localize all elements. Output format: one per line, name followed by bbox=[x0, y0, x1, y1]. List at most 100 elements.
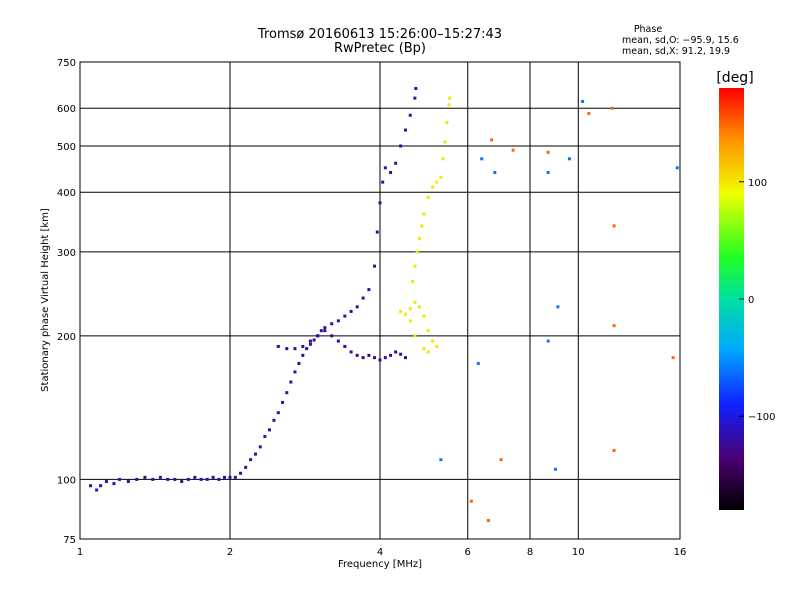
data-point bbox=[355, 305, 359, 309]
data-point bbox=[193, 475, 197, 479]
data-point bbox=[289, 380, 293, 384]
data-point bbox=[476, 361, 480, 365]
data-point bbox=[186, 477, 190, 481]
data-point bbox=[394, 350, 398, 354]
data-point bbox=[99, 484, 103, 488]
data-point bbox=[166, 477, 170, 481]
data-point bbox=[422, 212, 426, 216]
data-point bbox=[249, 458, 253, 462]
data-point bbox=[413, 300, 417, 304]
y-tick-label: 600 bbox=[57, 104, 76, 115]
data-point bbox=[233, 475, 237, 479]
data-point bbox=[435, 344, 439, 348]
data-point bbox=[480, 157, 484, 161]
data-point bbox=[375, 230, 379, 234]
data-point bbox=[486, 519, 490, 523]
data-point bbox=[323, 329, 327, 333]
data-point bbox=[383, 166, 387, 170]
data-point bbox=[383, 356, 387, 360]
data-point bbox=[413, 334, 417, 338]
chart-subtitle: RwPretec (Bp) bbox=[334, 41, 426, 56]
colorbar-tick-label: −100 bbox=[748, 412, 775, 423]
data-point bbox=[239, 471, 243, 475]
data-point bbox=[373, 264, 377, 268]
x-axis-ticks: 1 2 4 6 8 10 16 bbox=[77, 547, 687, 558]
x-axis-label: Frequency [MHz] bbox=[338, 559, 422, 570]
data-point bbox=[205, 477, 209, 481]
data-point bbox=[258, 445, 262, 449]
data-point bbox=[671, 356, 675, 360]
y-axis-ticks: 75 100 200 300 400 500 600 750 bbox=[57, 58, 76, 546]
data-point bbox=[567, 157, 571, 161]
data-point bbox=[408, 319, 412, 323]
data-point bbox=[199, 477, 203, 481]
data-point bbox=[361, 356, 365, 360]
data-point bbox=[228, 475, 232, 479]
data-point bbox=[104, 479, 108, 483]
data-point bbox=[435, 180, 439, 184]
colorbar-tick-label: 100 bbox=[748, 178, 767, 189]
data-point bbox=[173, 477, 177, 481]
data-point bbox=[373, 356, 377, 360]
x-tick-label: 6 bbox=[465, 547, 471, 558]
data-point bbox=[587, 111, 591, 115]
data-point bbox=[612, 224, 616, 228]
data-point bbox=[272, 418, 276, 422]
data-point bbox=[426, 350, 430, 354]
data-point bbox=[408, 113, 412, 117]
data-point bbox=[135, 477, 139, 481]
data-point bbox=[343, 314, 347, 318]
data-point bbox=[223, 475, 227, 479]
data-point bbox=[281, 400, 285, 404]
data-point bbox=[378, 358, 382, 362]
y-tick-label: 500 bbox=[57, 142, 76, 153]
data-point bbox=[349, 309, 353, 313]
data-point bbox=[417, 236, 421, 240]
x-tick-label: 1 bbox=[77, 547, 83, 558]
data-point bbox=[439, 458, 443, 462]
y-tick-label: 300 bbox=[57, 248, 76, 259]
data-point bbox=[305, 347, 309, 351]
data-point bbox=[389, 353, 393, 357]
data-point bbox=[443, 140, 447, 144]
data-point bbox=[143, 475, 147, 479]
data-point bbox=[612, 324, 616, 328]
data-point bbox=[367, 353, 371, 357]
data-point bbox=[610, 106, 614, 110]
data-point bbox=[293, 370, 297, 374]
stats-line-x: mean, sd,X: 91.2, 19.9 bbox=[622, 46, 730, 57]
colorbar-label: [deg] bbox=[716, 70, 753, 86]
data-point bbox=[490, 138, 494, 142]
data-point bbox=[285, 391, 289, 395]
data-point bbox=[447, 103, 451, 107]
data-point bbox=[448, 96, 452, 100]
data-point bbox=[411, 279, 415, 283]
data-point bbox=[319, 329, 323, 333]
data-point bbox=[417, 305, 421, 309]
data-point bbox=[367, 288, 371, 292]
data-point bbox=[316, 334, 320, 338]
data-point bbox=[422, 314, 426, 318]
data-point bbox=[211, 475, 215, 479]
y-tick-label: 100 bbox=[57, 475, 76, 486]
grid-lines bbox=[80, 62, 680, 539]
data-point bbox=[511, 148, 515, 152]
data-point bbox=[293, 347, 297, 351]
colorbar-tick-label: 0 bbox=[748, 295, 754, 306]
stats-heading: Phase bbox=[634, 24, 663, 35]
data-point bbox=[553, 467, 557, 471]
y-axis-label: Stationary phase Virtual Height [km] bbox=[40, 208, 51, 392]
plot-frame bbox=[79, 61, 681, 540]
data-point bbox=[112, 482, 116, 486]
data-point bbox=[441, 157, 445, 161]
data-point bbox=[297, 361, 301, 365]
data-point bbox=[276, 411, 280, 415]
y-tick-label: 750 bbox=[57, 58, 76, 69]
data-point bbox=[180, 479, 184, 483]
data-point bbox=[276, 344, 280, 348]
data-point bbox=[95, 488, 99, 492]
data-point bbox=[349, 350, 353, 354]
data-point bbox=[308, 342, 312, 346]
data-point bbox=[399, 309, 403, 313]
